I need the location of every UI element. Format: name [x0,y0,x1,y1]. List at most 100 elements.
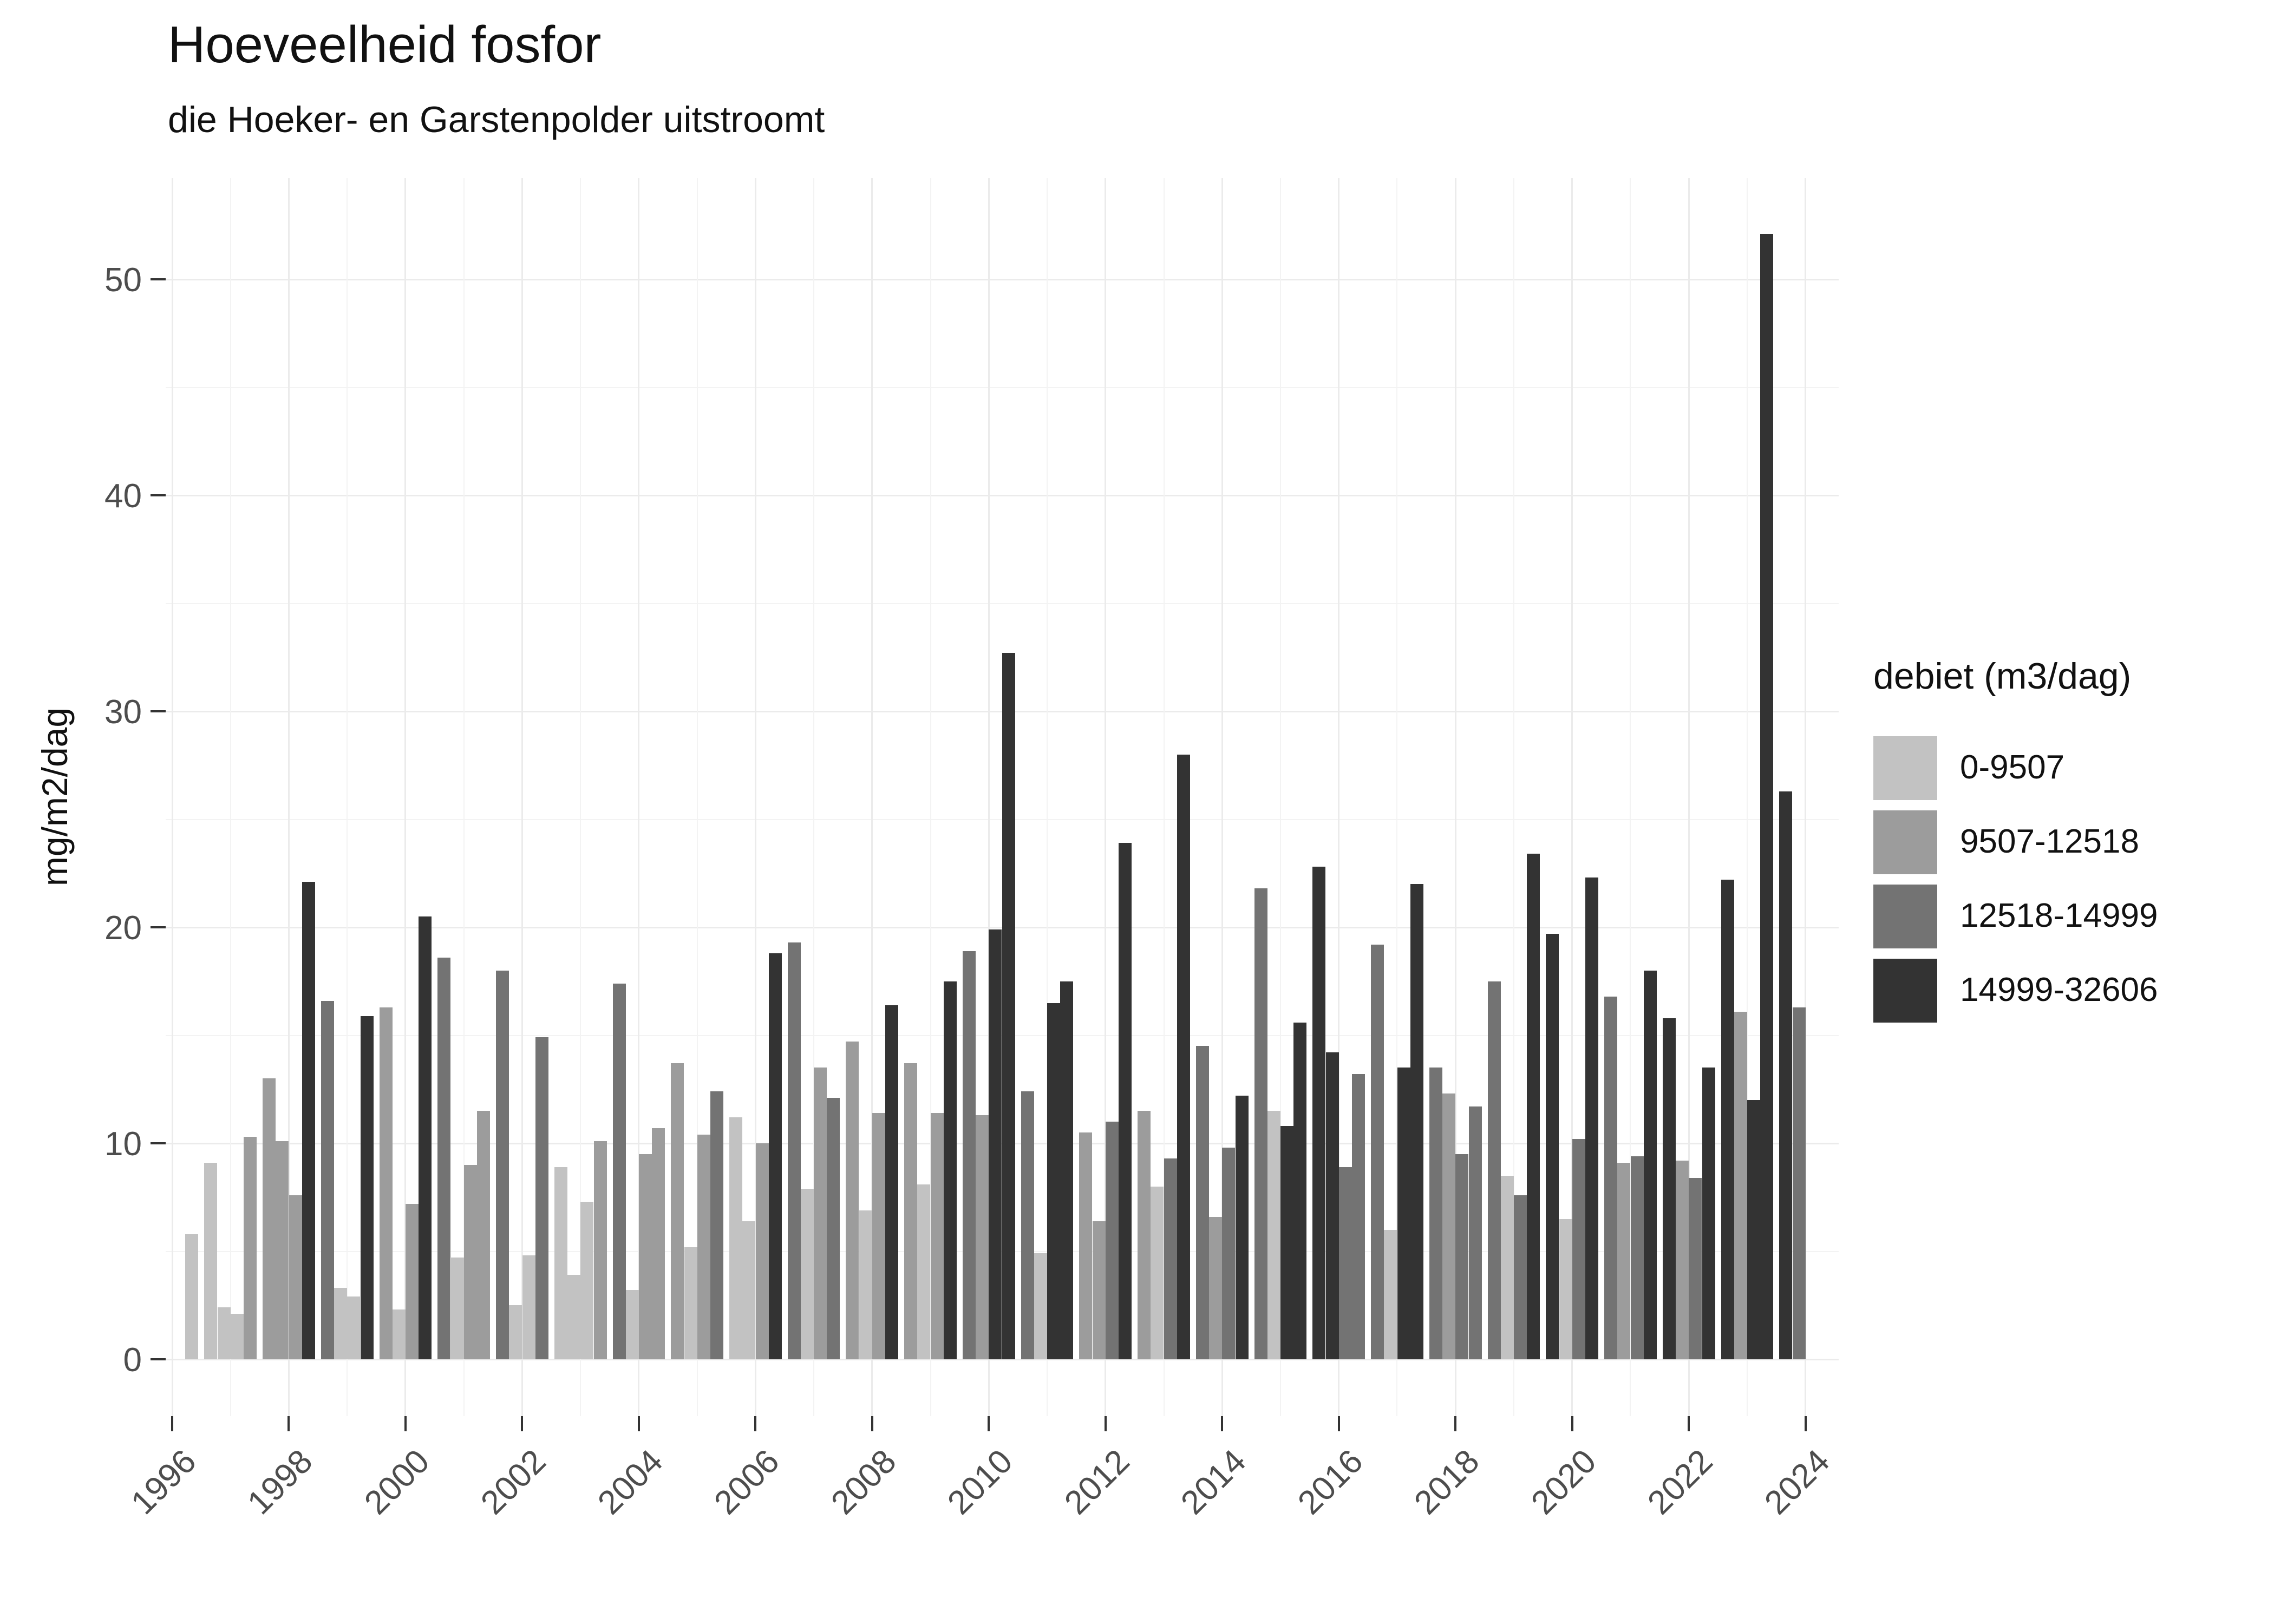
bar-2019-q3 [1514,1195,1527,1359]
y-tick-label: 30 [104,693,142,731]
bar-2022-q4 [1702,1068,1715,1359]
y-tick-label: 40 [104,477,142,515]
x-tick-label: 2016 [1290,1442,1370,1522]
bar-2009-q3 [930,1113,944,1359]
gridline-y-major [166,278,1839,280]
bar-1999-q3 [347,1296,361,1359]
bar-2010-q2 [976,1115,989,1359]
legend-item-14999-32606: 14999-32606 [1873,959,2274,1023]
bar-2006-q3 [755,1143,769,1359]
bar-1999-q4 [360,1016,374,1359]
legend-item-9507-12518: 9507-12518 [1873,810,2274,874]
bar-2000-q2 [392,1309,406,1359]
bar-2001-q4 [477,1111,491,1359]
bar-2008-q2 [859,1210,872,1359]
bar-2003-q3 [580,1201,594,1359]
bar-2015-q4 [1293,1022,1307,1359]
gridline-x-minor [696,178,698,1416]
gridline-x-minor [580,178,581,1416]
bar-2023-q2 [1734,1011,1747,1359]
bar-2012-q1 [1079,1132,1093,1359]
bar-2002-q1 [496,970,509,1359]
legend-item-0-9507: 0-9507 [1873,736,2274,800]
gridline-x-major [1454,178,1456,1416]
y-tick-mark [151,278,166,280]
gridline-x-minor [813,178,815,1416]
x-tick-mark [1104,1416,1107,1431]
bar-2005-q3 [697,1135,710,1359]
bar-1997-q3 [230,1314,244,1359]
bar-2022-q3 [1689,1177,1702,1359]
bar-2014-q4 [1235,1096,1249,1359]
bar-2015-q2 [1267,1111,1280,1359]
bar-2017-q1 [1371,944,1384,1359]
bar-2005-q1 [671,1063,684,1359]
bar-2015-q3 [1280,1126,1294,1359]
bar-2006-q1 [729,1117,743,1359]
gridline-x-minor [1630,178,1631,1416]
bar-2023-q4 [1760,234,1774,1359]
bar-2019-q2 [1500,1175,1514,1359]
bar-2009-q2 [917,1184,931,1359]
bar-2023-q3 [1747,1100,1761,1359]
bar-2001-q3 [463,1164,477,1359]
x-tick-label: 2004 [591,1442,670,1522]
bar-2013-q2 [1151,1186,1164,1359]
legend-item-label: 12518-14999 [1960,897,2158,934]
gridline-x-minor [1513,178,1514,1416]
page-subtitle: die Hoeker- en Garstenpolder uitstroomt [168,99,825,140]
y-tick-mark [151,494,166,496]
bar-2016-q1 [1312,867,1326,1359]
bar-2002-q2 [509,1305,522,1359]
x-tick-label: 2022 [1641,1442,1720,1522]
bar-2013-q3 [1164,1158,1177,1359]
bar-2021-q4 [1643,970,1657,1359]
gridline-x-major [1105,178,1107,1416]
legend-swatch-icon [1873,810,1937,874]
legend-item-label: 0-9507 [1960,749,2065,786]
bar-2004-q4 [652,1128,665,1359]
gridline-x-minor [1396,178,1398,1416]
bar-2014-q2 [1209,1216,1223,1359]
bar-2009-q4 [943,981,957,1359]
gridline-x-minor [930,178,931,1416]
x-tick-mark [1688,1416,1690,1431]
bar-2000-q1 [379,1007,393,1359]
bar-2004-q2 [625,1290,639,1359]
x-tick-mark [287,1416,290,1431]
gridline-x-minor [463,178,465,1416]
bar-2017-q4 [1410,884,1423,1359]
bar-1997-q1 [204,1162,218,1359]
bar-2014-q3 [1222,1147,1236,1359]
bar-2003-q4 [593,1141,607,1359]
bar-2024-q1 [1779,791,1793,1359]
bar-2011-q4 [1060,981,1074,1359]
bar-1998-q4 [302,882,315,1359]
bar-2015-q1 [1254,888,1267,1359]
bar-2011-q2 [1034,1253,1047,1359]
bar-2016-q2 [1325,1052,1339,1359]
bar-2007-q1 [787,942,801,1359]
legend-title: debiet (m3/dag) [1873,656,2132,697]
bar-2011-q1 [1021,1091,1034,1359]
gridline-y-minor [166,387,1839,388]
bar-2002-q4 [535,1037,548,1359]
bar-2016-q3 [1338,1167,1352,1359]
gridline-x-minor [1280,178,1282,1416]
y-tick-mark [151,926,166,928]
gridline-x-major [287,178,290,1416]
bar-2020-q3 [1572,1139,1585,1359]
x-tick-label: 1996 [124,1442,204,1522]
x-tick-label: 2012 [1057,1442,1137,1522]
bar-2005-q2 [684,1247,697,1359]
bar-2005-q4 [710,1091,723,1359]
bar-2018-q2 [1442,1093,1456,1359]
gridline-x-major [1688,178,1690,1416]
bar-2024-q2 [1792,1007,1806,1359]
bar-2013-q4 [1177,754,1190,1359]
gridline-x-major [1221,178,1223,1416]
gridline-x-major [638,178,640,1416]
y-tick-mark [151,710,166,712]
x-tick-label: 2002 [474,1442,553,1522]
